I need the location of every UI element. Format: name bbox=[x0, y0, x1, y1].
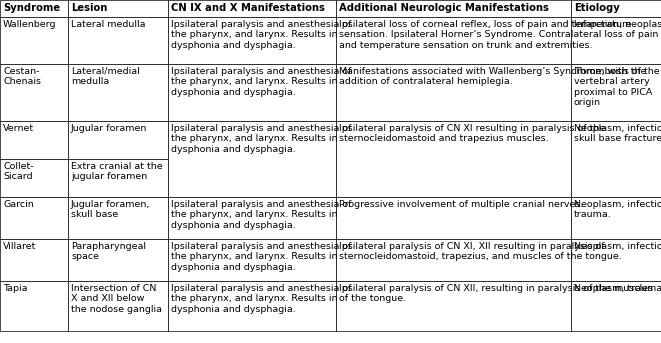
Text: Collet-
Sicard: Collet- Sicard bbox=[3, 162, 34, 181]
Bar bbox=[0, 197, 68, 239]
Text: Additional Neurologic Manifestations: Additional Neurologic Manifestations bbox=[339, 3, 549, 13]
Text: Ipsilateral paralysis and anesthesia of
the pharynx, and larynx. Results in
dysp: Ipsilateral paralysis and anesthesia of … bbox=[171, 200, 352, 230]
Bar bbox=[68, 281, 168, 331]
Text: Etiology: Etiology bbox=[574, 3, 620, 13]
Bar bbox=[0, 121, 68, 159]
Text: Jugular foramen: Jugular foramen bbox=[71, 124, 147, 133]
Bar bbox=[571, 64, 661, 121]
Text: Garcin: Garcin bbox=[3, 200, 34, 209]
Text: Ipsilateral paralysis of CN XI, XII resulting in paralysis of
sternocleidomastoi: Ipsilateral paralysis of CN XI, XII resu… bbox=[339, 242, 622, 261]
Text: Ipsilateral paralysis and anesthesia of
the pharynx, and larynx. Results in
dysp: Ipsilateral paralysis and anesthesia of … bbox=[171, 20, 352, 50]
Text: Ipsilateral paralysis and anesthesia of
the pharynx, and larynx. Results in
dysp: Ipsilateral paralysis and anesthesia of … bbox=[171, 284, 352, 314]
Text: Ipsilateral paralysis of CN XII, resulting in paralysis of the muscles
of the to: Ipsilateral paralysis of CN XII, resulti… bbox=[339, 284, 653, 304]
Bar bbox=[68, 0, 168, 17]
Text: Extra cranial at the
jugular foramen: Extra cranial at the jugular foramen bbox=[71, 162, 163, 181]
Bar bbox=[168, 64, 336, 121]
Bar bbox=[571, 281, 661, 331]
Text: Cestan-
Chenais: Cestan- Chenais bbox=[3, 67, 41, 86]
Bar bbox=[168, 197, 336, 239]
Bar bbox=[571, 197, 661, 239]
Text: Ipsilateral paralysis and anesthesia of
the pharynx, and larynx. Results in
dysp: Ipsilateral paralysis and anesthesia of … bbox=[171, 67, 352, 97]
Text: Wallenberg: Wallenberg bbox=[3, 20, 56, 29]
Text: Neoplasm, infection: Neoplasm, infection bbox=[574, 242, 661, 251]
Bar bbox=[0, 17, 68, 64]
Text: CN IX and X Manifestations: CN IX and X Manifestations bbox=[171, 3, 325, 13]
Text: Neoplasm, infection,
skull base fractures: Neoplasm, infection, skull base fracture… bbox=[574, 124, 661, 143]
Bar bbox=[168, 239, 336, 281]
Bar bbox=[571, 239, 661, 281]
Text: Lesion: Lesion bbox=[71, 3, 107, 13]
Text: Lateral medulla: Lateral medulla bbox=[71, 20, 145, 29]
Bar bbox=[0, 0, 68, 17]
Text: Neoplasm, infection,
trauma.: Neoplasm, infection, trauma. bbox=[574, 200, 661, 220]
Bar bbox=[68, 64, 168, 121]
Bar bbox=[0, 239, 68, 281]
Bar bbox=[68, 239, 168, 281]
Bar bbox=[336, 0, 571, 17]
Text: Syndrome: Syndrome bbox=[3, 3, 60, 13]
Bar bbox=[0, 281, 68, 331]
Bar bbox=[336, 64, 571, 121]
Text: Progressive involvement of multiple cranial nerves.: Progressive involvement of multiple cran… bbox=[339, 200, 584, 209]
Text: Lateral/medial
medulla: Lateral/medial medulla bbox=[71, 67, 139, 86]
Bar bbox=[168, 0, 336, 17]
Text: Jugular foramen,
skull base: Jugular foramen, skull base bbox=[71, 200, 150, 220]
Text: Infarction, neoplasm: Infarction, neoplasm bbox=[574, 20, 661, 29]
Bar bbox=[68, 121, 168, 159]
Text: Ipsilateral paralysis and anesthesia of
the pharynx, and larynx. Results in
dysp: Ipsilateral paralysis and anesthesia of … bbox=[171, 124, 352, 154]
Text: Neoplasm, trauma: Neoplasm, trauma bbox=[574, 284, 661, 293]
Bar bbox=[168, 121, 336, 197]
Bar bbox=[68, 17, 168, 64]
Text: Thrombosis of the
vertebral artery
proximal to PICA
origin: Thrombosis of the vertebral artery proxi… bbox=[574, 67, 660, 107]
Bar bbox=[0, 64, 68, 121]
Bar bbox=[571, 121, 661, 197]
Bar bbox=[168, 17, 336, 64]
Bar bbox=[68, 159, 168, 197]
Text: Manifestations associated with Wallenberg’s Syndrome, with the
addition of contr: Manifestations associated with Wallenber… bbox=[339, 67, 646, 86]
Text: Ipsilateral paralysis of CN XI resulting in paralysis of the
sternocleidomastoid: Ipsilateral paralysis of CN XI resulting… bbox=[339, 124, 605, 143]
Text: Vernet: Vernet bbox=[3, 124, 34, 133]
Bar bbox=[336, 197, 571, 239]
Bar bbox=[336, 281, 571, 331]
Bar bbox=[571, 0, 661, 17]
Text: Intersection of CN
X and XII below
the nodose ganglia: Intersection of CN X and XII below the n… bbox=[71, 284, 162, 314]
Bar bbox=[336, 17, 571, 64]
Text: Tapia: Tapia bbox=[3, 284, 28, 293]
Bar bbox=[571, 17, 661, 64]
Bar bbox=[68, 197, 168, 239]
Bar bbox=[168, 281, 336, 331]
Text: Parapharyngeal
space: Parapharyngeal space bbox=[71, 242, 146, 261]
Bar bbox=[0, 159, 68, 197]
Bar bbox=[336, 239, 571, 281]
Text: Ipsilateral loss of corneal reflex, loss of pain and temperature
sensation. Ipsi: Ipsilateral loss of corneal reflex, loss… bbox=[339, 20, 658, 50]
Text: Ipsilateral paralysis and anesthesia of
the pharynx, and larynx. Results in
dysp: Ipsilateral paralysis and anesthesia of … bbox=[171, 242, 352, 272]
Bar bbox=[336, 121, 571, 197]
Text: Villaret: Villaret bbox=[3, 242, 36, 251]
